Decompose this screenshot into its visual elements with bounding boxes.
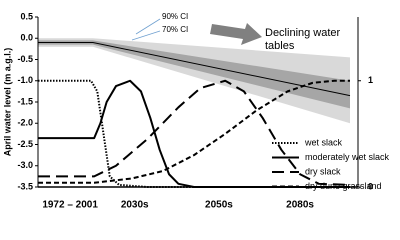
band-label: 70% CI (162, 25, 188, 34)
y2-tick-label: 1 (368, 75, 373, 85)
series-line (38, 79, 351, 186)
confidence-band (38, 40, 350, 109)
y-tick-label: -2.5 (17, 139, 33, 149)
y-tick-label: -3.5 (17, 181, 33, 191)
x-tick-label: 2080s (286, 200, 314, 211)
series-line (38, 79, 350, 188)
x-tick-label: 2030s (121, 200, 149, 211)
annotation-arrow (131, 30, 161, 41)
y-tick-label: 0.5 (20, 11, 33, 21)
series-line (38, 79, 350, 184)
confidence-band (38, 38, 350, 124)
band-label: 90% CI (162, 12, 188, 21)
series-line (38, 79, 350, 188)
y-tick-label: -3.0 (17, 160, 33, 170)
y-tick-label: 0.0 (20, 33, 33, 43)
y-tick-label: -1.5 (17, 96, 33, 106)
annotation: tables (265, 40, 295, 52)
annotation-arrow (135, 18, 161, 35)
y-tick-label: -0.5 (17, 54, 33, 64)
trend-arrow (210, 23, 262, 45)
y-tick-label: -1.0 (17, 75, 33, 85)
median-line (38, 42, 351, 97)
y-tick-label: -2.0 (17, 118, 33, 128)
chart: April water level (m a.g.l.) 0.5 0.0 -0.5 -… (2, 11, 390, 211)
annotation: Declining water (265, 27, 341, 39)
legend-label: wet slack (304, 137, 343, 147)
y-axis-label: April water level (m a.g.l.) (2, 48, 12, 157)
legend-label: dry dune grassland (305, 181, 382, 191)
legend-label: moderately wet slack (305, 152, 390, 162)
x-tick-label: 1972 – 2001 (42, 200, 98, 211)
legend-label: dry slack (305, 166, 341, 176)
y2-tick-label: 0 (368, 181, 373, 191)
x-tick-label: 2050s (205, 200, 233, 211)
